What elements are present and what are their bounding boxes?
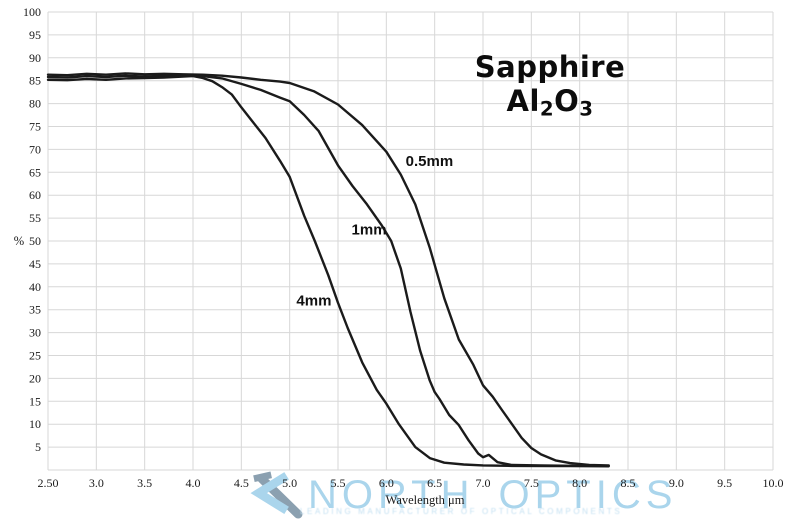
- curve-label-4mm: 4mm: [296, 293, 331, 310]
- y-tick-label: 95: [29, 28, 41, 42]
- y-tick-label: 40: [29, 280, 41, 294]
- title-sub2: 2: [539, 97, 555, 121]
- x-tick-label: 9.5: [717, 476, 732, 490]
- x-tick-label: 5.0: [282, 476, 297, 490]
- title-sub3: 3: [579, 97, 594, 121]
- north-optics-logo-icon: [250, 471, 303, 519]
- y-tick-label: 35: [29, 303, 41, 317]
- watermark: NORTH OPTICS: [248, 470, 677, 520]
- x-tick-label: 4.0: [186, 476, 201, 490]
- title-oxide: O: [554, 84, 580, 118]
- y-tick-label: 5: [35, 440, 41, 454]
- curve-1mm: [46, 73, 610, 468]
- x-tick-label: 7.0: [476, 476, 491, 490]
- y-tick-label: 65: [29, 165, 41, 179]
- x-axis-title: Wavelength μm: [386, 493, 465, 507]
- y-tick-label: 60: [29, 188, 41, 202]
- y-tick-label: 50: [29, 234, 41, 248]
- y-tick-label: 100: [23, 5, 41, 19]
- x-tick-label: 7.5: [524, 476, 539, 490]
- y-tick-label: 45: [29, 257, 41, 271]
- curve-label-0.5mm: 0.5mm: [406, 153, 454, 170]
- y-tick-label: 80: [29, 97, 41, 111]
- x-tick-label: 3.5: [137, 476, 152, 490]
- y-tick-label: 55: [29, 211, 41, 225]
- watermark-brand-optics: OPTICS: [498, 473, 678, 517]
- curve-4mm: [46, 74, 610, 468]
- chart-title: Sapphire Al2O3: [430, 50, 670, 121]
- watermark-brand-north: NORTH: [308, 473, 475, 517]
- x-tick-label: 5.5: [331, 476, 346, 490]
- y-tick-label: 20: [29, 371, 41, 385]
- title-main: Sapphire Al: [474, 50, 626, 118]
- x-tick-label: 10.0: [763, 476, 784, 490]
- y-tick-label: 15: [29, 394, 41, 408]
- y-tick-label: 85: [29, 74, 41, 88]
- y-tick-label: 30: [29, 326, 41, 340]
- watermark-tagline: LEADING MANUFACTURER OF OPTICAL COMPONEN…: [300, 507, 623, 516]
- x-tick-label: 9.0: [669, 476, 684, 490]
- y-axis-title: %: [14, 234, 24, 248]
- x-tick-label: 2.50: [38, 476, 59, 490]
- x-tick-label: 8.0: [572, 476, 587, 490]
- y-tick-label: 10: [29, 417, 41, 431]
- x-tick-label: 4.5: [234, 476, 249, 490]
- x-tick-label: 3.0: [89, 476, 104, 490]
- x-tick-label: 8.5: [621, 476, 636, 490]
- curve-0.5mm: [46, 72, 610, 467]
- x-tick-label: 6.0: [379, 476, 394, 490]
- y-tick-label: 70: [29, 142, 41, 156]
- x-tick-label: 6.5: [427, 476, 442, 490]
- y-tick-label: 75: [29, 120, 41, 134]
- y-tick-label: 25: [29, 349, 41, 363]
- y-tick-label: 90: [29, 51, 41, 65]
- curve-label-1mm: 1mm: [352, 222, 387, 239]
